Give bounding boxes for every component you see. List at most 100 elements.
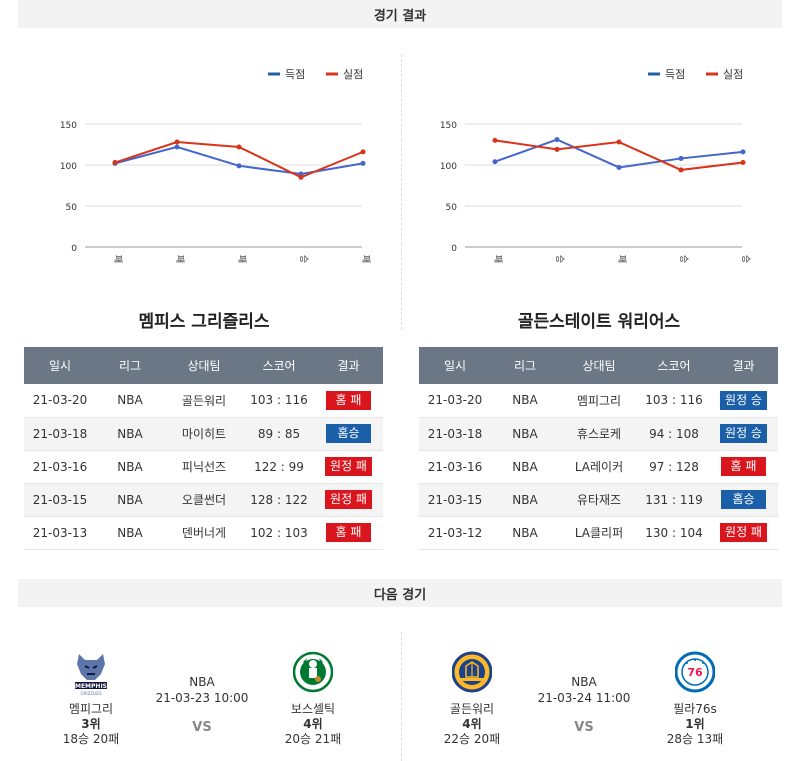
col-league-header: 리그: [491, 347, 559, 384]
score-cell: 102 : 103: [244, 516, 314, 550]
warriors-next-team-card[interactable]: 골든워리 4위 22승 20패: [427, 650, 517, 747]
team-record: 20승 21패: [284, 732, 342, 746]
result-badge: 원정 패: [325, 457, 372, 476]
result-cell: 홈 패: [709, 450, 778, 484]
svg-text:GRIZZLIES: GRIZZLIES: [80, 691, 101, 696]
y-tick-label: 0: [451, 244, 457, 254]
date-cell: 21-03-15: [24, 483, 96, 517]
score-cell: 128 : 122: [244, 483, 314, 517]
team-rank: 1위: [685, 717, 705, 731]
data-point-scored: [616, 164, 622, 170]
philadelphia-76ers-logo-icon: 76: [675, 651, 715, 693]
match-datetime: 21-03-24 11:00: [537, 691, 631, 705]
result-cell: 원정 패: [709, 516, 778, 550]
y-tick-label: 100: [440, 162, 457, 172]
date-cell: 21-03-20: [24, 384, 96, 418]
x-tick-label: 패: [112, 255, 123, 263]
vs-label: VS: [574, 720, 594, 735]
data-point-conceded: [678, 167, 684, 173]
memphis-team-title: 멤피스 그리즐리스: [138, 312, 270, 332]
date-cell: 21-03-13: [24, 516, 96, 550]
league-cell: NBA: [491, 417, 559, 451]
result-badge: 원정 패: [720, 523, 767, 542]
memphis-line-chart: 득점 실점 0 50 100 150 패 패 패 승 패: [60, 68, 371, 263]
column-divider: [401, 632, 402, 761]
data-point-conceded: [360, 149, 366, 155]
table-row: 21-03-18 NBA 마이히트 89 : 85 홈승: [24, 417, 383, 451]
data-point-scored: [174, 144, 180, 150]
result-badge: 홈승: [721, 490, 766, 509]
col-result-header: 결과: [709, 347, 778, 384]
y-tick-label: 150: [440, 121, 457, 131]
opponent-cell: 휴스로케: [559, 417, 639, 451]
table-header-row: 일시 리그 상대팀 스코어 결과: [419, 347, 778, 384]
results-section-header: 경기 결과: [18, 0, 782, 28]
date-cell: 21-03-15: [419, 483, 491, 517]
team-rank: 4위: [303, 717, 323, 731]
data-point-conceded: [554, 146, 560, 152]
data-point-conceded: [112, 160, 118, 166]
team-record: 28승 13패: [666, 732, 724, 746]
warriors-score-chart: 득점 실점 0 50 100 150 패 승 패 승 승: [430, 60, 780, 270]
legend-conceded-label: 실점: [723, 68, 743, 81]
table-row: 21-03-15 NBA 유타재즈 131 : 119 홈승: [419, 483, 778, 517]
y-tick-label: 50: [66, 203, 78, 213]
memphis-results-table: 일시 리그 상대팀 스코어 결과 21-03-20 NBA 골든워리 103 : 11…: [24, 347, 383, 550]
celtics-next-team-card[interactable]: 보스셀틱 4위 20승 21패: [268, 650, 358, 747]
sixers-next-team-card[interactable]: 76 필라76s 1위 28승 13패: [650, 650, 740, 747]
data-point-scored: [678, 155, 684, 161]
league-cell: NBA: [96, 384, 164, 418]
match-league: NBA: [571, 675, 597, 689]
y-tick-label: 150: [60, 121, 77, 131]
team-name: 멤피그리: [68, 702, 114, 716]
date-cell: 21-03-12: [419, 516, 491, 550]
data-point-conceded: [236, 144, 242, 150]
col-opponent-header: 상대팀: [164, 347, 244, 384]
league-cell: NBA: [491, 483, 559, 517]
data-point-scored: [740, 149, 746, 155]
col-date-header: 일시: [24, 347, 96, 384]
opponent-cell: LA클리퍼: [559, 516, 639, 550]
x-tick-label: 패: [492, 255, 503, 263]
col-league-header: 리그: [96, 347, 164, 384]
score-cell: 103 : 116: [639, 384, 709, 418]
team-name: 보스셀틱: [290, 702, 336, 716]
results-section-title: 경기 결과: [373, 8, 427, 24]
score-cell: 94 : 108: [639, 417, 709, 451]
date-cell: 21-03-18: [24, 417, 96, 451]
x-tick-label: 패: [360, 255, 371, 263]
result-cell: 홈승: [314, 417, 383, 451]
legend-scored-label: 득점: [665, 68, 685, 81]
date-cell: 21-03-18: [419, 417, 491, 451]
match-league: NBA: [189, 675, 215, 689]
svg-text:76: 76: [687, 666, 703, 679]
table-header-row: 일시 리그 상대팀 스코어 결과: [24, 347, 383, 384]
table-row: 21-03-16 NBA 피닉선즈 122 : 99 원정 패: [24, 450, 383, 484]
table-row: 21-03-18 NBA 휴스로케 94 : 108 원정 승: [419, 417, 778, 451]
vs-label: VS: [192, 720, 212, 735]
result-cell: 원정 승: [709, 384, 778, 418]
team-rank: 4위: [462, 717, 482, 731]
score-cell: 130 : 104: [639, 516, 709, 550]
opponent-cell: 오클썬더: [164, 483, 244, 517]
result-cell: 홈 패: [314, 516, 383, 550]
date-cell: 21-03-16: [419, 450, 491, 484]
result-badge: 홈 패: [326, 523, 371, 542]
table-row: 21-03-20 NBA 멤피그리 103 : 116 원정 승: [419, 384, 778, 418]
league-cell: NBA: [491, 450, 559, 484]
league-cell: NBA: [96, 417, 164, 451]
result-cell: 홈 패: [314, 384, 383, 418]
result-cell: 원정 패: [314, 450, 383, 484]
column-divider: [401, 54, 402, 330]
col-result-header: 결과: [314, 347, 383, 384]
result-badge: 원정 패: [325, 490, 372, 509]
opponent-cell: 마이히트: [164, 417, 244, 451]
next-games-section-title: 다음 경기: [373, 587, 427, 603]
opponent-cell: 골든워리: [164, 384, 244, 418]
data-point-scored: [492, 159, 498, 165]
data-point-conceded: [740, 160, 746, 166]
legend-scored-label: 득점: [285, 68, 305, 81]
svg-text:MEMPHIS: MEMPHIS: [75, 683, 107, 690]
boston-celtics-logo-icon: [293, 651, 333, 693]
memphis-next-team-card[interactable]: MEMPHIS GRIZZLIES 멤피그리 3위 18승 20패: [46, 650, 136, 747]
